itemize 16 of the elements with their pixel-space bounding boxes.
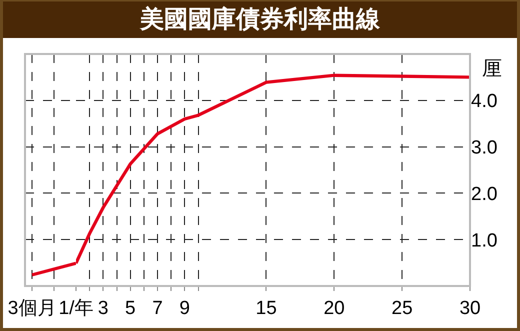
- y-tick-label: 2.0: [471, 184, 498, 205]
- y-tick-label: 3.0: [471, 137, 498, 158]
- y-tick-label: 1.0: [471, 230, 498, 252]
- x-tick-label: 3: [98, 298, 108, 319]
- x-tick-label: 1/年: [58, 298, 94, 319]
- x-tick-label: 3個月: [8, 298, 56, 319]
- x-tick-label: 5: [125, 298, 136, 319]
- chart-title: 美國國庫債券利率曲線: [139, 5, 381, 33]
- x-tick-label: 7: [152, 298, 163, 319]
- x-tick-label: 20: [324, 298, 345, 319]
- y-tick-label: 4.0: [471, 91, 498, 112]
- x-tick-label: 30: [459, 298, 481, 319]
- x-tick-label: 25: [392, 298, 413, 319]
- y-axis-title: 厘: [482, 58, 502, 80]
- x-tick-label: 9: [179, 298, 190, 319]
- x-tick-label: 15: [256, 298, 277, 319]
